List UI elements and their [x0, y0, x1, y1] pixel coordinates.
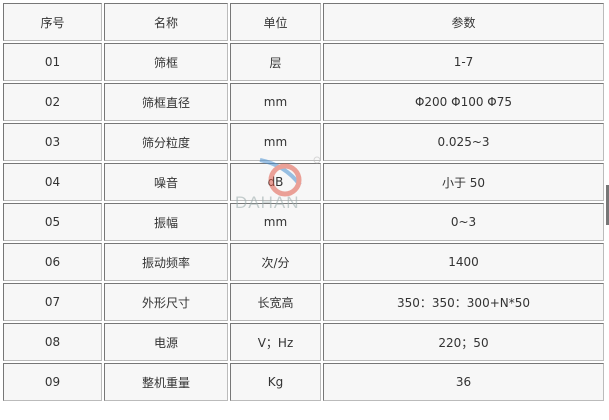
header-cell: 参数 [323, 3, 604, 41]
param-name: 筛分粒度 [104, 123, 228, 161]
row-number: 09 [3, 363, 102, 401]
header-row: 序号 名称 单位 参数 [3, 3, 604, 41]
param-value: 0~3 [323, 203, 604, 241]
param-value: 36 [323, 363, 604, 401]
table-row: 01 筛框层 1-7 [3, 43, 604, 81]
row-number: 02 [3, 83, 102, 121]
param-value: 0.025~3 [323, 123, 604, 161]
row-number: 03 [3, 123, 102, 161]
param-value: 1-7 [323, 43, 604, 81]
param-unit: 层 [230, 43, 321, 81]
param-unit: 次/分 [230, 243, 321, 281]
param-unit: V；Hz [230, 323, 321, 361]
param-unit: mm [230, 83, 321, 121]
table-row: 02 筛框直径 mm Φ200 Φ100 Φ75 [3, 83, 604, 121]
table-row: 07 外形尺寸 长宽高 350：350：300+N*50 [3, 283, 604, 321]
table-row: 08 电源 V；Hz 220；50 [3, 323, 604, 361]
row-number: 04 [3, 163, 102, 201]
param-value: Φ200 Φ100 Φ75 [323, 83, 604, 121]
param-value: 220；50 [323, 323, 604, 361]
param-unit: 长宽高 [230, 283, 321, 321]
row-number: 07 [3, 283, 102, 321]
param-unit: mm [230, 123, 321, 161]
param-name: 筛框 [104, 43, 228, 81]
table-row: 06 振动频率 次/分 1400 [3, 243, 604, 281]
spec-table: 序号 名称 单位 参数 01 筛框层 1-7 02 筛框直径 mm Φ200 Φ100 Φ7… [1, 1, 606, 403]
param-name: 振动频率 [104, 243, 228, 281]
header-cell: 名称 [104, 3, 228, 41]
row-number: 06 [3, 243, 102, 281]
param-unit: dB [230, 163, 321, 201]
param-name: 外形尺寸 [104, 283, 228, 321]
table-row: 03 筛分粒度 mm 0.025~3 [3, 123, 604, 161]
table-row: 09 整机重量 Kg 36 [3, 363, 604, 401]
scrollbar[interactable] [606, 185, 609, 225]
row-number: 08 [3, 323, 102, 361]
param-value: 小于 50 [323, 163, 604, 201]
param-value: 350：350：300+N*50 [323, 283, 604, 321]
param-name: 振幅 [104, 203, 228, 241]
param-value: 1400 [323, 243, 604, 281]
header-cell: 单位 [230, 3, 321, 41]
param-name: 整机重量 [104, 363, 228, 401]
row-number: 05 [3, 203, 102, 241]
param-unit: mm [230, 203, 321, 241]
row-number: 01 [3, 43, 102, 81]
header-cell: 序号 [3, 3, 102, 41]
table-row: 04 噪音 dB 小于 50 [3, 163, 604, 201]
table-row: 05 振幅 mm 0~3 [3, 203, 604, 241]
param-name: 筛框直径 [104, 83, 228, 121]
param-name: 噪音 [104, 163, 228, 201]
param-name: 电源 [104, 323, 228, 361]
param-unit: Kg [230, 363, 321, 401]
